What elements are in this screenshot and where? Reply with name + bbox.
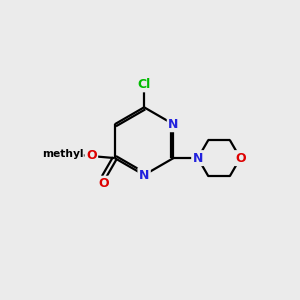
Text: O: O: [235, 152, 246, 165]
Text: N: N: [168, 118, 178, 131]
Text: O: O: [86, 149, 97, 162]
Text: O: O: [98, 177, 109, 190]
Text: N: N: [139, 169, 149, 182]
Text: methyl: methyl: [42, 149, 83, 159]
Text: N: N: [193, 152, 203, 165]
Text: Cl: Cl: [137, 78, 151, 91]
